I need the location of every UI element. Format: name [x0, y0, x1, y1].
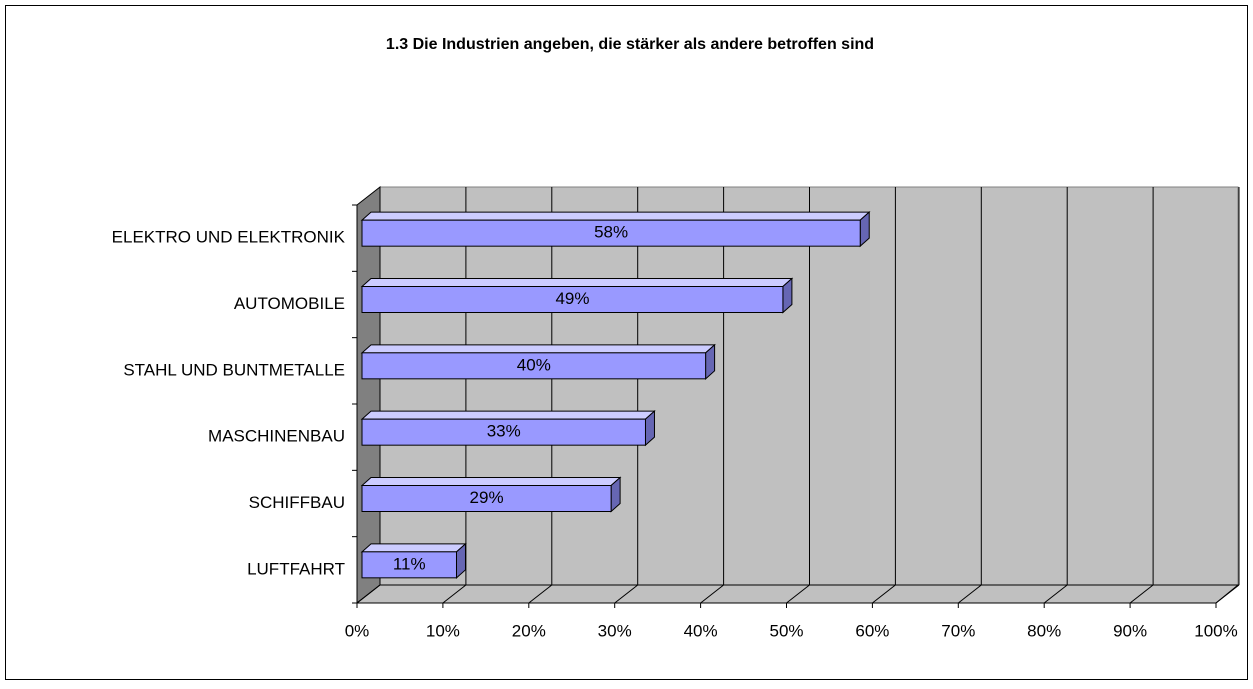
x-tick-label: 80% [1027, 621, 1061, 640]
x-tick-label: 40% [684, 621, 718, 640]
x-tick-label: 90% [1113, 621, 1147, 640]
value-label: 11% [393, 554, 426, 573]
value-label: 49% [555, 289, 589, 308]
y-tick-label: AUTOMOBILE [234, 294, 345, 313]
x-tick-label: 70% [941, 621, 975, 640]
side-wall [356, 185, 381, 605]
floor-grid-line [356, 584, 381, 604]
value-label: 58% [594, 223, 628, 242]
bar [361, 551, 457, 579]
y-tick-label: MASCHINENBAU [208, 427, 345, 446]
bar-top [360, 410, 656, 420]
floor-grid-line [957, 584, 982, 604]
x-tick-label: 10% [426, 621, 460, 640]
floor-grid-line [614, 584, 639, 604]
bar-top [360, 278, 794, 287]
x-tick-label: 20% [512, 621, 546, 640]
floor-grid-line [1043, 584, 1068, 604]
value-label: 33% [487, 422, 521, 441]
bar [361, 418, 646, 446]
x-tick-label: 100% [1194, 621, 1237, 640]
value-label: 40% [517, 355, 551, 374]
floor-grid-line [700, 584, 724, 604]
y-tick-label: LUFTFAHRT [247, 559, 345, 578]
floor-grid-line [1129, 584, 1154, 604]
floor-grid-line [786, 584, 810, 604]
bar-top [360, 344, 716, 354]
bar [361, 352, 707, 380]
y-tick-label: STAHL UND BUNTMETALLE [123, 360, 345, 379]
bar [361, 485, 612, 512]
bar [361, 219, 861, 247]
y-tick-label: SCHIFFBAU [249, 493, 345, 512]
floor-grid-line [442, 584, 467, 604]
floor-grid-line [1215, 584, 1240, 604]
bar-top [360, 477, 622, 486]
x-tick-label: 60% [855, 621, 889, 640]
x-tick-label: 50% [769, 621, 803, 640]
bar [361, 286, 784, 313]
x-tick-label: 30% [598, 621, 632, 640]
floor-grid-line [528, 584, 553, 604]
bar-top [360, 543, 467, 553]
x-tick-label: 0% [345, 621, 370, 640]
floor-grid-line [872, 584, 896, 604]
bar-top [360, 211, 871, 221]
value-label: 29% [470, 488, 504, 507]
chart-title: 1.3 Die Industrien angeben, die stärker … [386, 36, 874, 53]
y-tick-label: ELEKTRO UND ELEKTRONIK [112, 228, 346, 247]
